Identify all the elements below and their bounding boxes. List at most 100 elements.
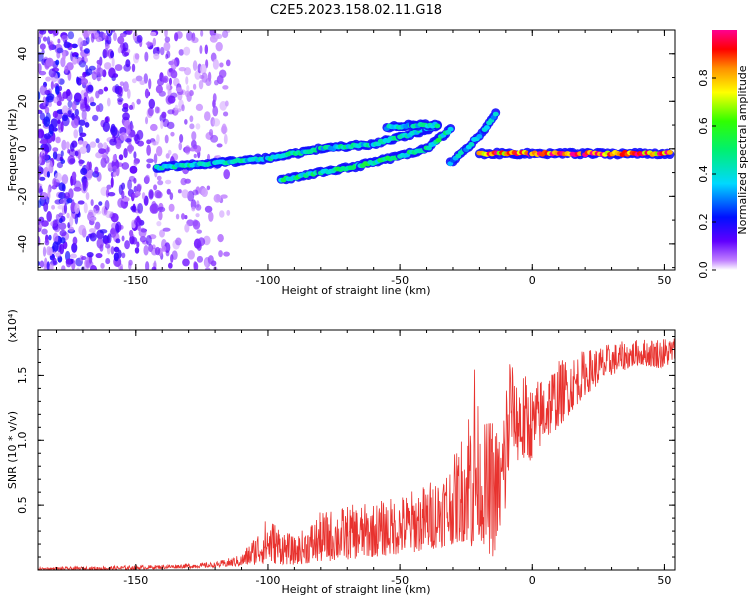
noise-blob <box>145 41 154 46</box>
noise-blob <box>184 67 192 76</box>
noise-blob <box>95 32 99 38</box>
noise-blob <box>127 88 131 99</box>
noise-blob <box>65 258 72 268</box>
noise-blob <box>68 226 74 232</box>
noise-blob <box>57 38 61 44</box>
noise-blob <box>223 251 230 257</box>
noise-blob <box>80 78 89 86</box>
noise-blob <box>144 51 149 62</box>
noise-blob <box>89 265 98 270</box>
noise-blob <box>167 109 175 115</box>
noise-blob <box>101 153 107 159</box>
track-point <box>483 125 490 130</box>
snr-frame <box>37 329 676 571</box>
noise-blob <box>39 85 48 96</box>
noise-blob <box>95 138 100 144</box>
y-tick-label: 1.0 <box>16 432 29 450</box>
noise-blob <box>98 88 104 95</box>
noise-blob <box>201 187 208 198</box>
snr-ticks: -150 -100 -50 0 50 0.5 1.0 1.5 <box>16 330 675 587</box>
noise-blob <box>107 233 112 244</box>
noise-blob <box>45 159 53 171</box>
noise-blob <box>61 105 69 116</box>
noise-blob <box>96 59 101 65</box>
noise-blob <box>181 213 185 220</box>
noise-blob <box>95 104 101 112</box>
noise-blob <box>102 32 107 39</box>
noise-blob <box>103 142 108 150</box>
noise-blob <box>85 143 91 153</box>
noise-blob <box>212 118 221 127</box>
noise-blob <box>76 267 80 270</box>
colorbar-tick-label: 0.4 <box>697 165 710 183</box>
noise-blob <box>96 67 104 78</box>
noise-blob <box>225 59 231 67</box>
noise-blob <box>82 178 89 189</box>
noise-blob <box>163 41 171 52</box>
noise-blob <box>69 215 74 227</box>
snr-xlabel: Height of straight line (km) <box>281 583 430 596</box>
noise-blob <box>43 133 51 140</box>
noise-blob <box>51 204 56 210</box>
noise-blob <box>80 167 88 176</box>
noise-blob <box>48 101 52 108</box>
noise-blob <box>45 154 50 161</box>
noise-blob <box>156 175 162 181</box>
noise-blob <box>38 156 42 165</box>
noise-blob <box>169 192 174 201</box>
noise-blob <box>74 213 79 225</box>
spectrogram-panel: -150 -100 -50 0 50 -40 -20 0 20 40 Height of stra… <box>6 29 676 297</box>
noise-blob <box>106 184 112 190</box>
noise-blob <box>71 56 78 65</box>
spectrogram-xlabel: Height of straight line (km) <box>281 284 430 297</box>
noise-blob <box>44 143 52 153</box>
snr-line <box>38 338 675 570</box>
noise-blob <box>115 221 122 233</box>
noise-blob <box>177 189 182 194</box>
noise-blob <box>55 59 60 66</box>
noise-blob <box>38 200 42 208</box>
noise-blob <box>46 95 55 103</box>
noise-blob <box>60 121 64 133</box>
noise-blob <box>123 63 131 72</box>
noise-blob <box>63 203 68 214</box>
noise-blob <box>212 58 219 70</box>
noise-blob <box>223 133 228 145</box>
noise-blob <box>135 75 143 82</box>
y-tick-label: -20 <box>16 187 29 205</box>
noise-blob <box>166 188 171 195</box>
noise-blob <box>73 129 79 139</box>
noise-blob <box>38 36 42 45</box>
noise-blob <box>47 30 54 34</box>
noise-blob <box>48 234 52 241</box>
noise-blob <box>39 260 45 268</box>
noise-blob <box>97 142 104 149</box>
noise-blob <box>183 46 191 56</box>
noise-blob <box>46 211 52 222</box>
noise-blob <box>42 96 47 107</box>
noise-blob <box>164 134 169 144</box>
noise-blob <box>39 30 47 35</box>
noise-blob <box>144 174 150 183</box>
colorbar-ticks: 0.0 0.2 0.4 0.6 0.8 <box>697 69 716 279</box>
noise-blob <box>170 70 178 79</box>
noise-blob <box>185 90 190 98</box>
noise-blob <box>52 232 59 244</box>
noise-blob <box>127 179 132 191</box>
noise-blob <box>64 65 69 74</box>
noise-blob <box>127 143 133 154</box>
noise-blob <box>78 224 86 236</box>
noise-blob <box>168 77 173 86</box>
noise-blob <box>58 212 64 218</box>
noise-blob <box>100 157 107 168</box>
noise-blob <box>71 101 77 111</box>
noise-blob <box>221 30 229 39</box>
noise-blob <box>83 92 88 98</box>
noise-blob <box>197 237 206 247</box>
noise-blob <box>38 91 41 101</box>
noise-blob <box>111 57 115 67</box>
noise-blob <box>166 121 175 130</box>
noise-blob <box>131 63 136 73</box>
noise-blob <box>122 42 129 52</box>
noise-blob <box>73 92 82 103</box>
